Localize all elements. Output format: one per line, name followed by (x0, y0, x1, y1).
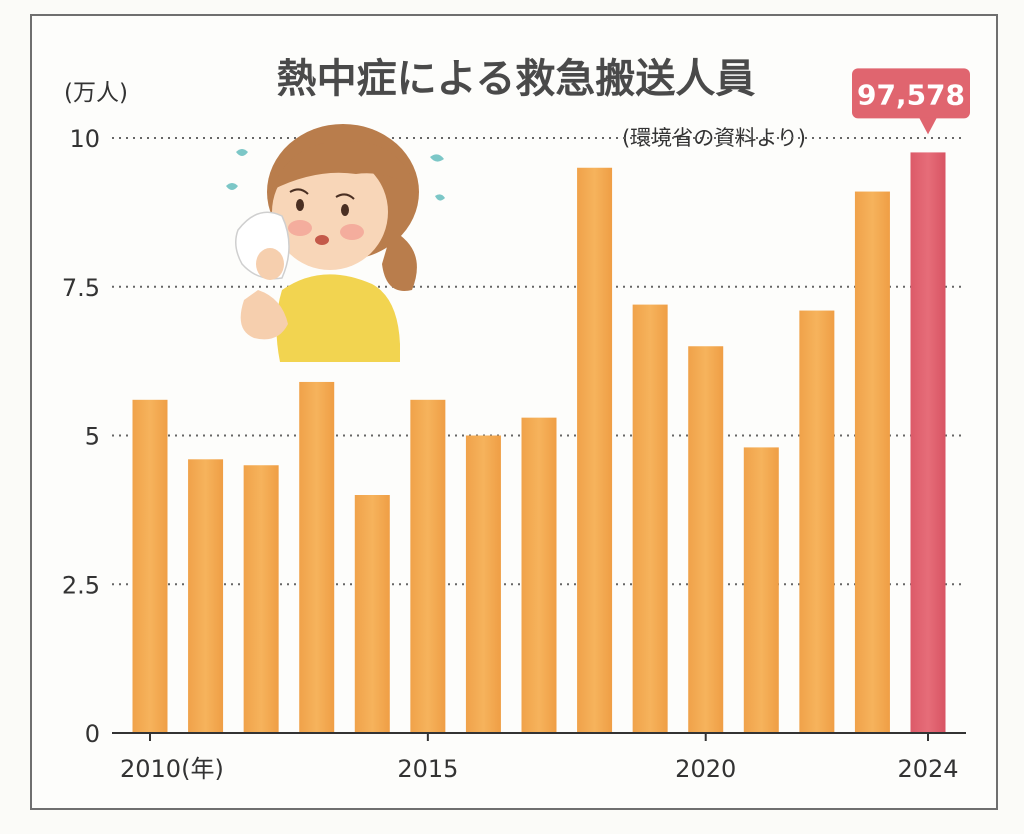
y-axis-unit: (万人) (64, 80, 128, 106)
bar-2019 (632, 304, 668, 733)
chart-title: 熱中症による救急搬送人員 (277, 56, 756, 102)
x-tick-label: 2010(年) (120, 755, 224, 783)
y-tick-label: 5 (85, 423, 100, 451)
bar-2020 (688, 346, 724, 733)
x-tick-label: 2015 (397, 755, 458, 783)
bar-2012 (243, 465, 279, 733)
bar-2017 (521, 417, 557, 733)
y-tick-label: 0 (85, 720, 100, 748)
bar-2010 (132, 399, 168, 733)
bar-2022 (799, 310, 835, 733)
highlight-callout: 97,578 (852, 68, 970, 135)
bars (132, 152, 946, 734)
bar-2014 (354, 495, 390, 733)
bar-2013 (299, 381, 335, 733)
y-axis-ticks: 0 2.5 5 7.5 10 (62, 125, 100, 748)
bar-2018 (577, 167, 613, 733)
bar-2023 (854, 191, 890, 734)
y-tick-label: 2.5 (62, 571, 100, 599)
bar-2011 (188, 459, 224, 733)
x-axis-ticks: 2010(年) 2015 2020 2024 (120, 733, 959, 783)
x-tick-label: 2020 (675, 755, 736, 783)
y-tick-label: 10 (69, 125, 100, 153)
highlight-value-label: 97,578 (857, 78, 965, 111)
bar-2015 (410, 399, 446, 733)
y-tick-label: 7.5 (62, 274, 100, 302)
x-tick-label: 2024 (897, 755, 958, 783)
bar-2016 (465, 435, 501, 733)
sweating-child-illustration (226, 124, 445, 362)
bar-2021 (743, 447, 779, 733)
bar-2024 (910, 152, 946, 734)
